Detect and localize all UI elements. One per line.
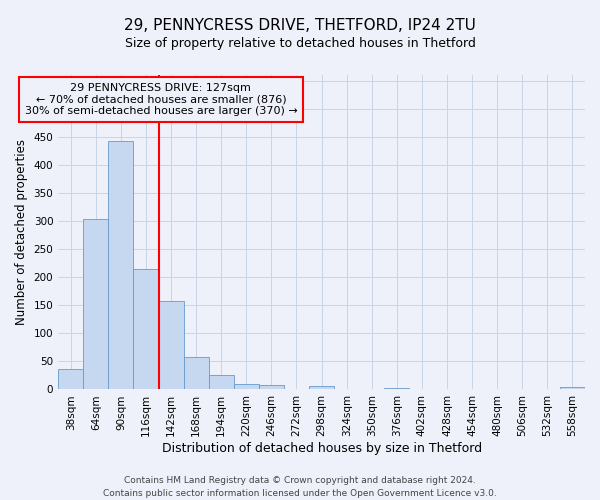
- Bar: [58, 368, 83, 390]
- Bar: [209, 376, 234, 390]
- Bar: [158, 302, 184, 390]
- Bar: [133, 268, 158, 390]
- Text: 29, PENNYCRESS DRIVE, THETFORD, IP24 2TU: 29, PENNYCRESS DRIVE, THETFORD, IP24 2TU: [124, 18, 476, 32]
- Text: 29 PENNYCRESS DRIVE: 127sqm
← 70% of detached houses are smaller (876)
30% of se: 29 PENNYCRESS DRIVE: 127sqm ← 70% of det…: [25, 83, 297, 116]
- Bar: [309, 386, 334, 390]
- Text: Size of property relative to detached houses in Thetford: Size of property relative to detached ho…: [125, 38, 475, 51]
- Bar: [184, 357, 209, 390]
- Bar: [259, 385, 284, 390]
- Text: Contains HM Land Registry data © Crown copyright and database right 2024.
Contai: Contains HM Land Registry data © Crown c…: [103, 476, 497, 498]
- Bar: [109, 140, 133, 390]
- Bar: [385, 388, 409, 390]
- X-axis label: Distribution of detached houses by size in Thetford: Distribution of detached houses by size …: [161, 442, 482, 455]
- Y-axis label: Number of detached properties: Number of detached properties: [15, 139, 28, 325]
- Bar: [560, 386, 585, 390]
- Bar: [83, 220, 109, 390]
- Bar: [234, 384, 259, 390]
